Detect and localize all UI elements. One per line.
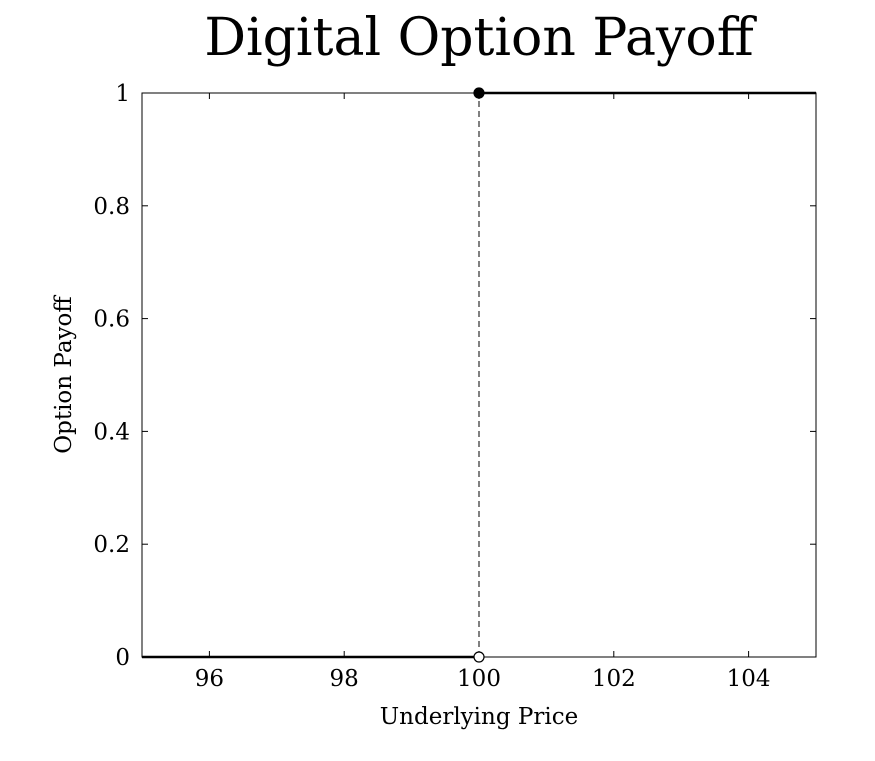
- x-tick-label: 100: [457, 666, 501, 692]
- x-tick-label: 98: [330, 666, 359, 692]
- x-tick-label: 104: [727, 666, 771, 692]
- open-point-marker: [473, 651, 485, 663]
- y-tick-label: 0.8: [93, 194, 130, 220]
- y-tick-label: 0.4: [93, 419, 130, 445]
- x-tick-label: 102: [592, 666, 636, 692]
- chart-title: Digital Option Payoff: [204, 8, 757, 68]
- y-axis-label: Option Payoff: [51, 295, 77, 454]
- x-axis-label: Underlying Price: [380, 704, 578, 730]
- y-tick-label: 0.6: [93, 307, 130, 333]
- y-tick-label: 0.2: [93, 532, 130, 558]
- plot-area: 96 98 100 102 104 0 0.2 0.4 0.6 0.8 1: [93, 81, 817, 692]
- y-tick-label: 1: [115, 81, 130, 107]
- filled-point-marker: [473, 87, 485, 99]
- x-tick-label: 96: [195, 666, 224, 692]
- y-tick-label: 0: [115, 645, 130, 671]
